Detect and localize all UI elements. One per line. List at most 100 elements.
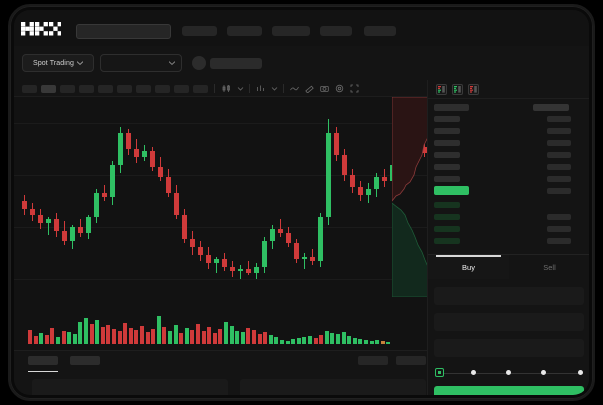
- orderbook-asks-icon[interactable]: [468, 84, 479, 95]
- nav-item-5[interactable]: [364, 26, 396, 36]
- candle: [398, 97, 403, 297]
- order-price-field[interactable]: [434, 287, 584, 305]
- candlestick-chart[interactable]: [14, 97, 427, 297]
- timeframe-button-5[interactable]: [98, 85, 113, 93]
- trading-mode-label: Spot Trading: [33, 59, 74, 67]
- candle: [150, 97, 155, 297]
- fullscreen-icon[interactable]: [350, 84, 359, 93]
- amount-slider-stop-25[interactable]: [471, 370, 476, 375]
- volume-bar: [112, 329, 116, 344]
- candle: [142, 97, 147, 297]
- nav-main-active[interactable]: [76, 24, 171, 39]
- chart-gridline: [14, 227, 427, 228]
- candle: [230, 97, 235, 297]
- timeframe-button-1[interactable]: [22, 85, 37, 93]
- order-total-field[interactable]: [434, 339, 584, 357]
- amount-slider-stop-50[interactable]: [506, 370, 511, 375]
- volume-bar: [39, 333, 44, 344]
- trendline-icon[interactable]: [290, 84, 299, 93]
- volume-bar: [168, 331, 172, 344]
- okx-logo-icon[interactable]: [21, 21, 63, 36]
- volume-bar: [280, 340, 284, 344]
- timeframe-button-6[interactable]: [117, 85, 132, 93]
- indicator-icon[interactable]: [256, 84, 265, 93]
- bottom-tab-open-orders[interactable]: [28, 356, 58, 365]
- timeframe-button-7[interactable]: [136, 85, 151, 93]
- ruler-icon[interactable]: [305, 84, 314, 93]
- orderbook-bid-row[interactable]: [434, 238, 460, 244]
- trading-mode-select[interactable]: Spot Trading: [22, 54, 94, 72]
- candle-body: [110, 165, 115, 197]
- orderbook-bid-row[interactable]: [434, 202, 460, 208]
- candle-body: [374, 177, 379, 189]
- timeframe-button-3[interactable]: [60, 85, 75, 93]
- orderbook-ask-row[interactable]: [434, 128, 460, 134]
- candle: [190, 97, 195, 297]
- tab-buy[interactable]: Buy: [428, 255, 509, 279]
- chevron-down-icon[interactable]: [236, 84, 245, 93]
- orderbook-ask-amount: [547, 152, 571, 158]
- orderbook-rows[interactable]: [428, 99, 589, 254]
- volume-bar: [84, 318, 88, 344]
- orderbook-ask-row[interactable]: [434, 152, 460, 158]
- chart-toolbar: [14, 80, 427, 97]
- volume-bar: [375, 340, 380, 344]
- candle: [302, 97, 307, 297]
- orderbook-ask-row[interactable]: [434, 176, 460, 182]
- amount-slider-stop-100[interactable]: [578, 370, 583, 375]
- timeframe-button-10[interactable]: [193, 85, 208, 93]
- candle-body: [206, 255, 211, 263]
- amount-slider-stop-75[interactable]: [541, 370, 546, 375]
- bottom-action-1[interactable]: [358, 356, 388, 365]
- volume-bar: [291, 339, 296, 344]
- tab-sell[interactable]: Sell: [509, 255, 589, 279]
- orderbook-ask-row[interactable]: [434, 140, 460, 146]
- bottom-tab-order-history[interactable]: [70, 356, 100, 365]
- volume-bar: [358, 339, 363, 344]
- order-amount-field[interactable]: [434, 313, 584, 331]
- volume-bar: [156, 316, 161, 344]
- camera-icon[interactable]: [320, 84, 329, 93]
- timeframe-button-4[interactable]: [79, 85, 94, 93]
- volume-bar: [173, 325, 178, 344]
- candle-body: [366, 189, 371, 195]
- orderbook-ask-amount: [547, 140, 571, 146]
- candle: [118, 97, 123, 297]
- nav-item-4[interactable]: [320, 26, 352, 36]
- chevron-down-icon[interactable]: [270, 84, 279, 93]
- candle-body: [262, 241, 267, 267]
- pair-select-dropdown[interactable]: [100, 54, 182, 72]
- orderbook-ask-row[interactable]: [434, 104, 469, 111]
- candle: [254, 97, 259, 297]
- candle: [222, 97, 227, 297]
- orderbook-bid-row[interactable]: [434, 226, 460, 232]
- candlestick-type-icon[interactable]: [222, 84, 231, 93]
- orderbook-ask-row[interactable]: [434, 116, 460, 122]
- orderbook-ask-row[interactable]: [434, 164, 460, 170]
- nav-item-1[interactable]: [182, 26, 217, 36]
- candle: [326, 97, 331, 297]
- settings-gear-icon[interactable]: [335, 84, 344, 93]
- timeframe-button-2[interactable]: [41, 85, 56, 93]
- candle-body: [198, 247, 203, 255]
- candle-body: [310, 257, 315, 261]
- candle-body: [230, 267, 235, 271]
- orderbook-bids-icon[interactable]: [452, 84, 463, 95]
- toolbar-divider: [249, 84, 250, 93]
- order-entry-form: Buy Sell: [428, 254, 589, 395]
- candle: [262, 97, 267, 297]
- orderbook-both-icon[interactable]: [436, 84, 447, 95]
- candle: [238, 97, 243, 297]
- timeframe-button-9[interactable]: [174, 85, 189, 93]
- volume-chart[interactable]: [14, 305, 427, 350]
- amount-slider-handle[interactable]: [435, 368, 444, 377]
- orderbook-bid-row[interactable]: [434, 214, 460, 220]
- volume-bar: [207, 327, 212, 344]
- nav-item-3[interactable]: [272, 26, 310, 36]
- nav-item-2[interactable]: [227, 26, 262, 36]
- place-buy-order-button[interactable]: [434, 386, 584, 395]
- volume-bar: [44, 335, 49, 344]
- timeframe-button-8[interactable]: [155, 85, 170, 93]
- bottom-panel-right: [240, 379, 426, 395]
- bottom-action-2[interactable]: [396, 356, 426, 365]
